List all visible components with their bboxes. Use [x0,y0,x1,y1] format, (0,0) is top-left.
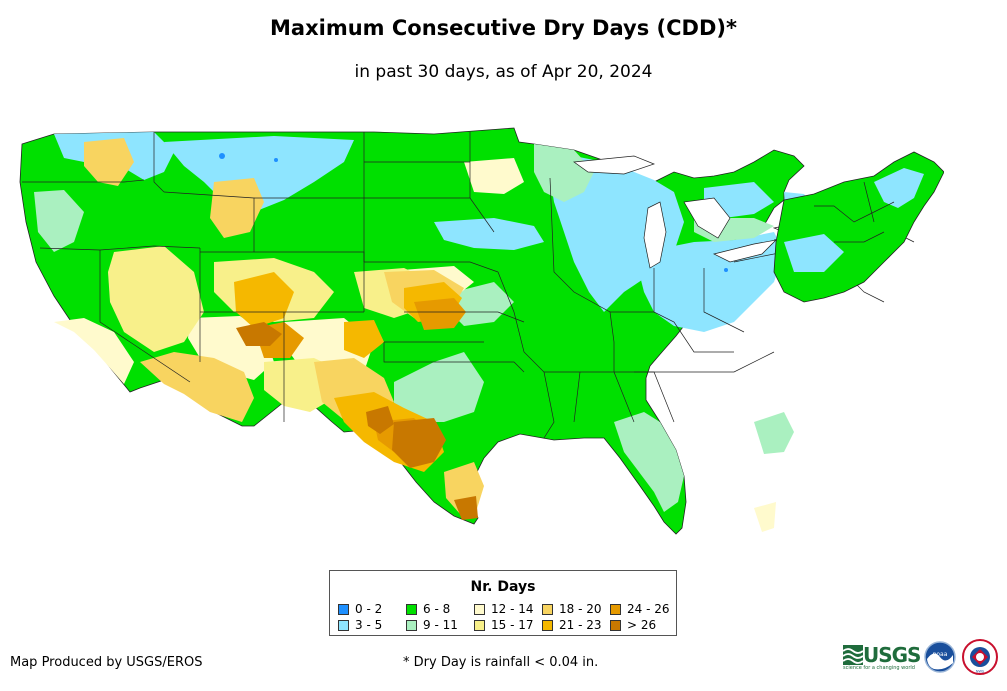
legend-title: Nr. Days [470,579,536,595]
nws-text: NWS [976,670,985,674]
legend-swatch [542,603,553,615]
northeast-3-5 [784,168,924,272]
legend-label: 12 - 14 [491,602,534,616]
map-credit: Map Produced by USGS/EROS [10,655,203,670]
legend-swatch [610,603,621,615]
legend-swatch [474,619,485,631]
legend-item-over-26: > 26 [610,617,678,633]
legend-item-18-20: 18 - 20 [542,601,610,617]
noaa-logo-icon: noaa [924,641,956,673]
legend-item-15-17: 15 - 17 [474,617,542,633]
us-dry-days-map [19,127,944,535]
legend-item-3-5: 3 - 5 [338,617,406,633]
usgs-logo: USGS science for a changing world [843,643,921,673]
legend-label: 9 - 11 [423,618,458,632]
legend-label: 24 - 26 [627,602,670,616]
legend-label: 21 - 23 [559,618,602,632]
region-0-2 [219,153,728,272]
legend-grid: 0 - 2 6 - 8 12 - 14 18 - 20 24 - 26 3 - … [338,601,678,633]
noaa-text: noaa [933,651,948,658]
legend-swatch [338,603,349,615]
legend-swatch [610,619,621,631]
great-lakes [573,155,815,269]
legend-label: 0 - 2 [355,602,383,616]
state-borders [22,132,915,439]
legend-swatch [474,603,485,615]
legend-swatch [338,619,349,631]
region-9-11 [34,144,794,512]
legend-item-21-23: 21 - 23 [542,617,610,633]
legend-swatch [406,619,417,631]
legend-item-9-11: 9 - 11 [406,617,474,633]
legend-item-6-8: 6 - 8 [406,601,474,617]
legend: Nr. Days 0 - 2 6 - 8 12 - 14 18 - 20 24 … [329,570,677,636]
usgs-wordmark: USGS [863,643,921,667]
legend-label: 18 - 20 [559,602,602,616]
legend-swatch [542,619,553,631]
map-title: Maximum Consecutive Dry Days (CDD)* [270,16,737,40]
legend-swatch [406,603,417,615]
region-over-26 [236,322,478,520]
legend-label: > 26 [627,618,657,632]
usgs-tagline: science for a changing world [843,665,915,671]
nws-logo-icon: NWS [962,639,998,675]
usgs-wave-icon [843,645,863,665]
legend-item-24-26: 24 - 26 [610,601,678,617]
legend-label: 6 - 8 [423,602,451,616]
legend-item-12-14: 12 - 14 [474,601,542,617]
legend-label: 15 - 17 [491,618,534,632]
map-subtitle: in past 30 days, as of Apr 20, 2024 [354,62,653,82]
northeast-borders [814,181,895,243]
legend-item-0-2: 0 - 2 [338,601,406,617]
dry-day-footnote: * Dry Day is rainfall < 0.04 in. [403,655,599,670]
legend-label: 3 - 5 [355,618,383,632]
